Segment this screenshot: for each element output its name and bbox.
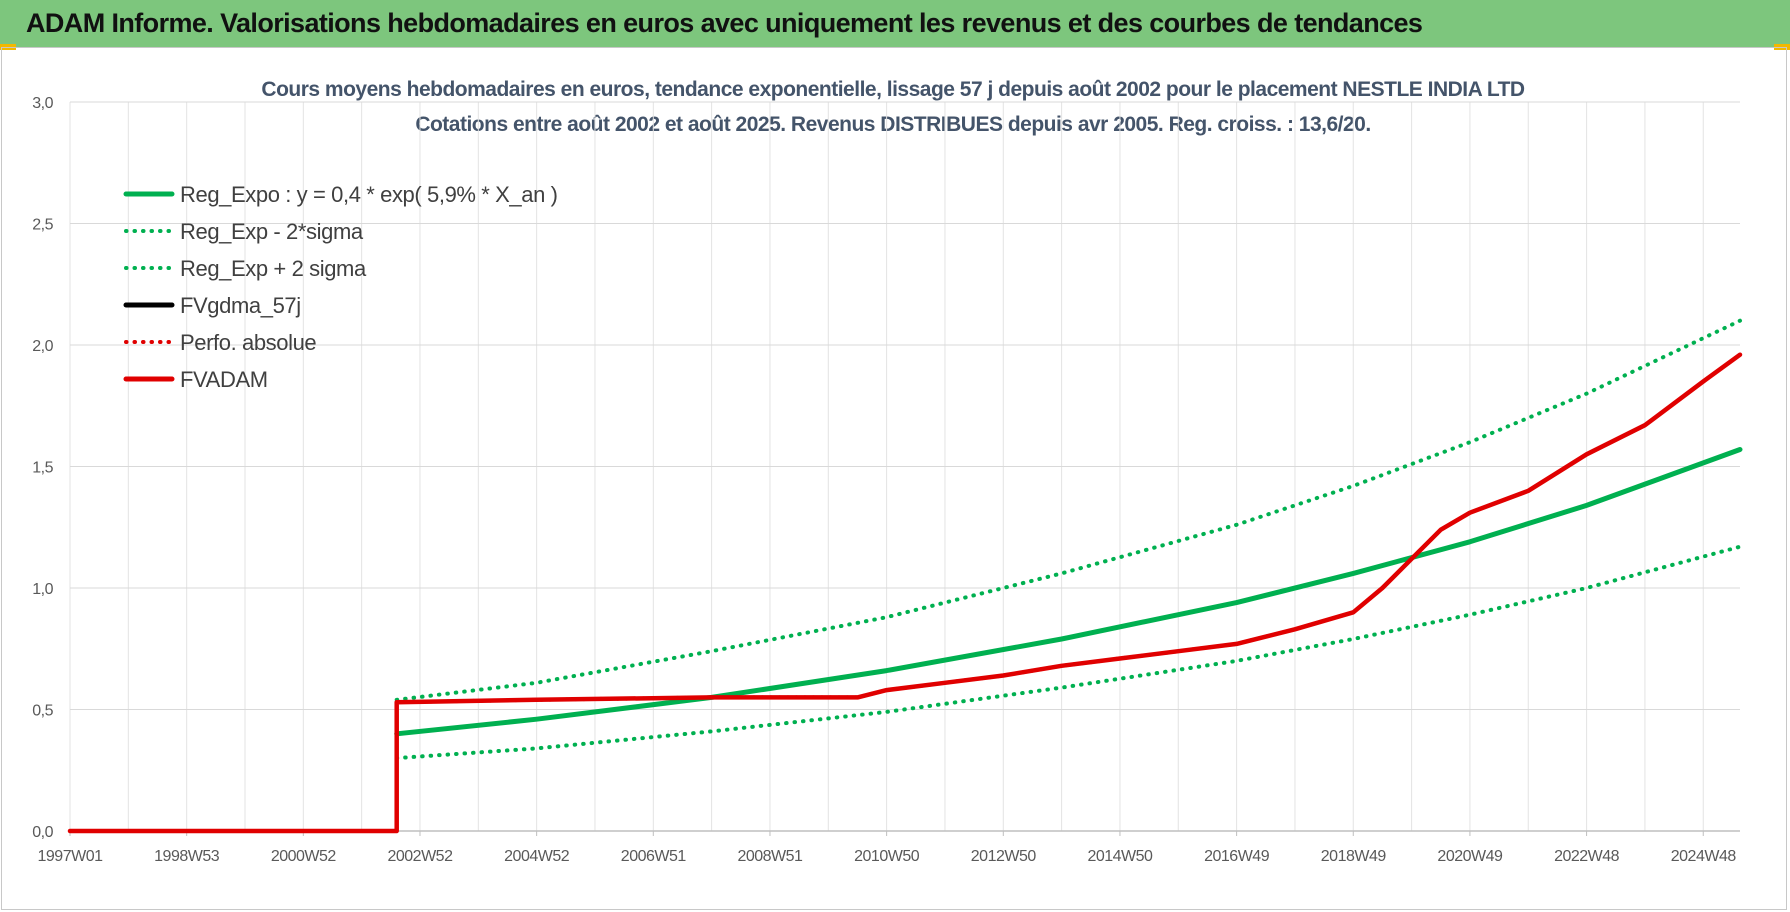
- series-line: [394, 318, 1742, 702]
- x-tick-label: 1998W53: [154, 848, 220, 865]
- legend-label: FVgdma_57j: [180, 293, 301, 318]
- x-tick-label: 2008W51: [737, 848, 803, 865]
- legend-label: Reg_Exp - 2*sigma: [180, 219, 364, 244]
- y-tick-label: 1,5: [32, 460, 53, 477]
- x-tick-label: 1997W01: [38, 848, 104, 865]
- legend-label: Reg_Expo : y = 0,4 * exp( 5,9% * X_an ): [180, 182, 558, 207]
- y-tick-label: 2,0: [32, 338, 53, 355]
- x-tick-label: 2022W48: [1554, 848, 1620, 865]
- chart-subtitle: Cotations entre août 2002 et août 2025. …: [415, 113, 1370, 136]
- chart-frame: [1, 47, 1787, 910]
- x-tick-label: 2014W50: [1087, 848, 1153, 865]
- legend: Reg_Expo : y = 0,4 * exp( 5,9% * X_an ) R…: [123, 182, 558, 392]
- x-tick-label: 2020W49: [1437, 848, 1503, 865]
- x-tick-label: 2018W49: [1321, 848, 1387, 865]
- x-tick-label: 2016W49: [1204, 848, 1270, 865]
- x-tick-label: 2010W50: [854, 848, 920, 865]
- series-lines: [67, 318, 1743, 834]
- x-tick-label: 2002W52: [387, 848, 453, 865]
- header-banner: ADAM Informe. Valorisations hebdomadaire…: [0, 0, 1790, 48]
- x-tick-label: 2004W52: [504, 848, 570, 865]
- y-tick-label: 2,5: [32, 217, 53, 234]
- banner-title: ADAM Informe. Valorisations hebdomadaire…: [26, 8, 1423, 38]
- series-line: [395, 353, 1742, 704]
- legend-label: Perfo. absolue: [180, 330, 316, 355]
- y-tick-label: 0,5: [32, 703, 53, 720]
- x-tick-label: 2000W52: [271, 848, 337, 865]
- axis-ticks: 0,0 0,5 1,0 1,5 2,0 2,5 3,0 1997W01 1998W53 2000W…: [32, 95, 1737, 865]
- series-line: [67, 352, 1743, 834]
- series-line: [394, 447, 1743, 737]
- y-tick-label: 3,0: [32, 95, 53, 112]
- x-tick-label: 2006W51: [621, 848, 687, 865]
- grid: [69, 101, 1740, 832]
- series-line: [394, 544, 1742, 761]
- x-tick-label: 2024W48: [1671, 848, 1737, 865]
- chart-title: Cours moyens hebdomadaires en euros, ten…: [261, 78, 1525, 101]
- legend-label: FVADAM: [180, 367, 268, 392]
- x-tick-label: 2012W50: [971, 848, 1037, 865]
- y-tick-label: 0,0: [32, 824, 53, 841]
- series-line: [394, 352, 1742, 705]
- y-tick-label: 1,0: [32, 581, 53, 598]
- legend-label: Reg_Exp + 2 sigma: [180, 256, 367, 281]
